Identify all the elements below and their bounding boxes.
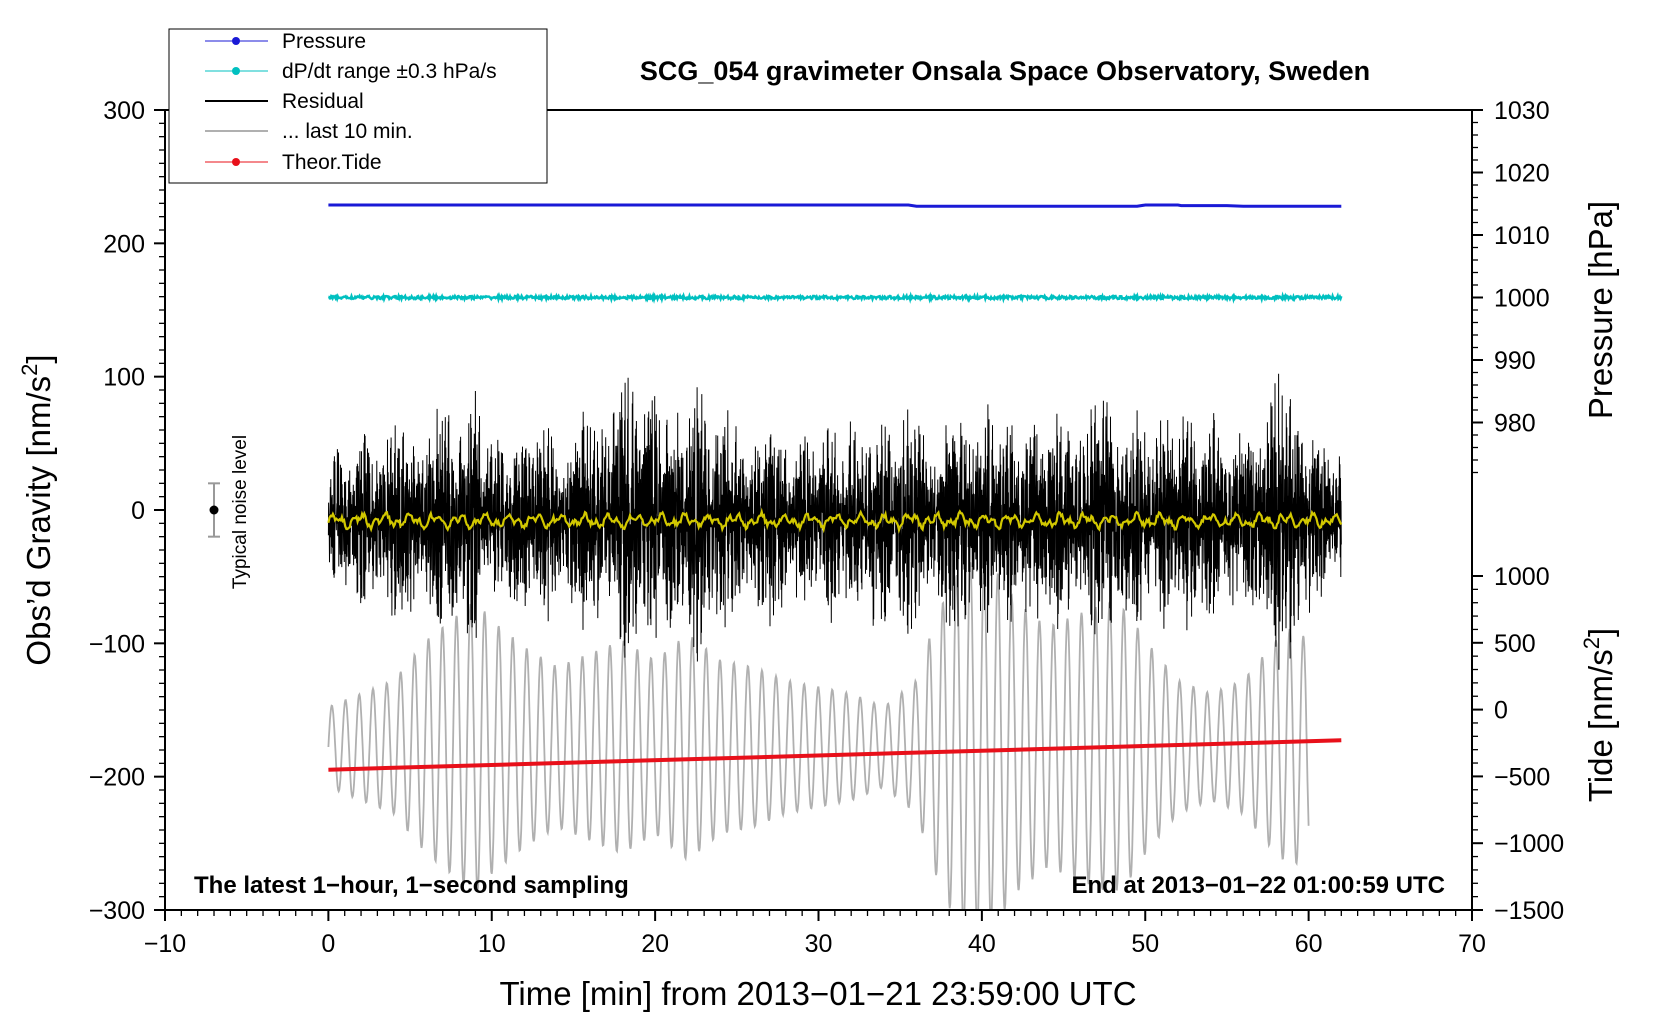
y-tick-label: −300	[89, 897, 145, 925]
legend-label-residual: Residual	[282, 90, 364, 113]
x-tick-label: 10	[478, 930, 506, 958]
y-tick-label: 100	[103, 364, 145, 392]
y-tick-label: 300	[103, 97, 145, 125]
y-tick-label: −100	[89, 630, 145, 658]
x-tick-label: 60	[1295, 930, 1323, 958]
series-residual	[327, 373, 1342, 670]
x-tick-label: 50	[1131, 930, 1159, 958]
legend: Pressure dP/dt range ±0.3 hPa/s Residual…	[168, 28, 548, 184]
y-axis-pressure: 980 990 1000 1010 1020 1030	[1472, 97, 1550, 474]
y-axis-gravity: −300 −200 −100 0 100 200 300	[89, 97, 165, 925]
x-axis: −10 0 10 20 30 40 50 60 70	[144, 910, 1486, 958]
series-residual-smoothed	[327, 507, 1343, 534]
pressure-tick-label: 1000	[1494, 285, 1550, 313]
tide-tick-label: −1000	[1494, 830, 1564, 858]
legend-label-dpdt: dP/dt range ±0.3 hPa/s	[282, 60, 497, 83]
end-time-note: End at 2013−01−22 01:00:59 UTC	[1071, 872, 1445, 899]
y-tick-label: −200	[89, 764, 145, 792]
legend-entry-tide: Theor.Tide	[205, 151, 382, 174]
series-dpdt-range	[327, 291, 1343, 304]
pressure-axis-title: Pressure [hPa]	[1582, 201, 1619, 419]
pressure-tick-label: 990	[1494, 347, 1536, 375]
pressure-tick-label: 1030	[1494, 97, 1550, 125]
series-pressure	[328, 203, 1342, 208]
tide-axis-title: Tide [nm/s2]	[1579, 628, 1619, 802]
x-tick-label: 70	[1458, 930, 1486, 958]
legend-marker-pressure	[232, 37, 240, 45]
noise-level-label: Typical noise level	[230, 435, 251, 589]
legend-entry-dpdt: dP/dt range ±0.3 hPa/s	[205, 60, 497, 83]
y-axis-title: Obs’d Gravity [nm/s2]	[17, 354, 57, 665]
legend-label-tide: Theor.Tide	[282, 151, 382, 174]
pressure-tick-label: 1020	[1494, 160, 1550, 188]
noise-level-marker	[209, 505, 219, 515]
pressure-tick-label: 980	[1494, 410, 1536, 438]
tide-tick-label: −1500	[1494, 897, 1564, 925]
x-tick-label: 40	[968, 930, 996, 958]
legend-label-pressure: Pressure	[282, 30, 366, 53]
y-axis-tide: −1500 −1000 −500 0 500 1000	[1472, 563, 1564, 925]
plot-area	[327, 203, 1343, 910]
x-tick-label: 20	[641, 930, 669, 958]
noise-level-indicator: Typical noise level	[208, 435, 251, 589]
x-tick-label: 30	[805, 930, 833, 958]
tide-tick-label: 1000	[1494, 563, 1550, 591]
x-tick-label: 0	[321, 930, 335, 958]
y-tick-label: 0	[131, 497, 145, 525]
legend-marker-tide	[232, 158, 240, 166]
pressure-tick-label: 1010	[1494, 222, 1550, 250]
legend-entry-pressure: Pressure	[205, 30, 366, 53]
chart-title: SCG_054 gravimeter Onsala Space Observat…	[640, 56, 1370, 86]
legend-entry-last10: ... last 10 min.	[205, 120, 413, 143]
y-tick-label: 200	[103, 230, 145, 258]
tide-tick-label: −500	[1494, 763, 1550, 791]
tide-tick-label: 0	[1494, 697, 1508, 725]
series-last-10-min	[327, 562, 1310, 910]
x-axis-title: Time [min] from 2013−01−21 23:59:00 UTC	[499, 975, 1136, 1012]
x-tick-label: −10	[144, 930, 186, 958]
legend-entry-residual: Residual	[205, 90, 364, 113]
legend-label-last10: ... last 10 min.	[282, 120, 413, 143]
legend-marker-dpdt	[232, 67, 240, 75]
sampling-note: The latest 1−hour, 1−second sampling	[194, 872, 629, 899]
tide-tick-label: 500	[1494, 630, 1536, 658]
series-theoretical-tide	[328, 738, 1342, 772]
legend-box	[168, 28, 548, 184]
